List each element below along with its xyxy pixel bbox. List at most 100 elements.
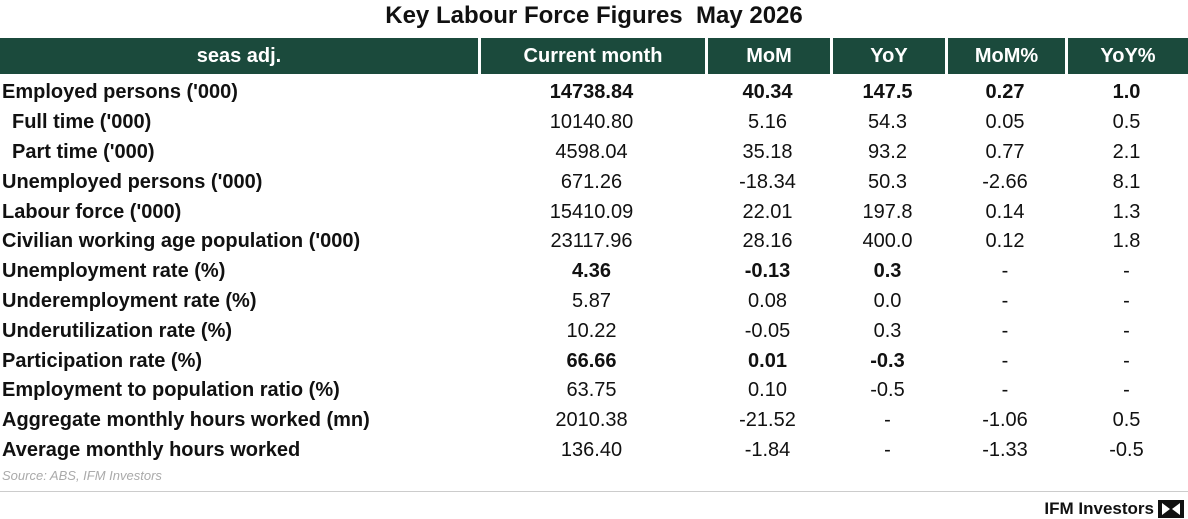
cell: 54.3 bbox=[868, 111, 907, 134]
cell: - bbox=[884, 438, 891, 461]
cell: 0.27 bbox=[985, 81, 1025, 104]
table-row: Unemployment rate (%) 4.36 -0.13 0.3 - - bbox=[0, 257, 1188, 287]
row-label: Full time ('000) bbox=[12, 111, 152, 134]
cell: 4598.04 bbox=[555, 140, 628, 163]
cell: 63.75 bbox=[566, 379, 617, 402]
row-label: Labour force ('000) bbox=[2, 200, 182, 223]
divider bbox=[0, 491, 1188, 492]
cell: -0.3 bbox=[870, 349, 905, 372]
table-row: Participation rate (%) 66.66 0.01 -0.3 - - bbox=[0, 346, 1188, 376]
cell: 136.40 bbox=[560, 438, 623, 461]
cell: -0.13 bbox=[744, 260, 791, 283]
cell: - bbox=[1001, 349, 1009, 372]
cell: 4.36 bbox=[572, 260, 611, 283]
cell: 0.3 bbox=[873, 260, 902, 283]
cell: -0.5 bbox=[870, 379, 905, 402]
cell: - bbox=[1001, 379, 1009, 402]
cell: -1.06 bbox=[982, 409, 1028, 432]
cell: 0.14 bbox=[985, 200, 1025, 223]
row-label: Underutilization rate (%) bbox=[2, 319, 233, 342]
cell: 23117.96 bbox=[550, 230, 633, 253]
cell: 10140.80 bbox=[549, 111, 634, 134]
cell: 0.0 bbox=[873, 289, 902, 312]
cell: -0.5 bbox=[1109, 438, 1144, 461]
cell: -1.84 bbox=[744, 438, 791, 461]
row-label: Participation rate (%) bbox=[2, 349, 203, 372]
cell: - bbox=[1001, 319, 1009, 342]
table-row: Average monthly hours worked 136.40 -1.84 -… bbox=[0, 436, 1188, 466]
cell: - bbox=[1001, 260, 1009, 283]
cell: - bbox=[1001, 289, 1009, 312]
table-row: Underutilization rate (%) 10.22 -0.05 0.3 - - bbox=[0, 316, 1188, 346]
row-label: Part time ('000) bbox=[12, 140, 155, 163]
table-body: Employed persons ('000) 14738.84 40.34 147.… bbox=[0, 74, 1188, 465]
cell: 0.05 bbox=[985, 111, 1025, 134]
cell: 147.5 bbox=[862, 81, 913, 104]
cell: 50.3 bbox=[868, 170, 907, 193]
cell: 2.1 bbox=[1112, 140, 1141, 163]
cell: - bbox=[1123, 319, 1130, 342]
row-label: Underemployment rate (%) bbox=[2, 289, 257, 312]
cell: 5.87 bbox=[572, 289, 611, 312]
cell: 14738.84 bbox=[549, 81, 634, 104]
cell: -1.33 bbox=[982, 438, 1028, 461]
cell: 8.1 bbox=[1112, 170, 1141, 193]
row-label: Average monthly hours worked bbox=[2, 438, 301, 461]
row-label: Employed persons ('000) bbox=[2, 81, 238, 104]
header-cell: YoY bbox=[830, 38, 945, 74]
row-label: Unemployed persons ('000) bbox=[2, 170, 263, 193]
cell: 671.26 bbox=[560, 170, 623, 193]
table-row: Labour force ('000) 15410.09 22.01 197.8 0.1… bbox=[0, 197, 1188, 227]
figures-table: seas adj. Current month MoM YoY MoM% YoY% Emp… bbox=[0, 38, 1188, 465]
logo bbox=[1158, 500, 1184, 518]
cell: 2010.38 bbox=[555, 409, 628, 432]
cell: 0.10 bbox=[748, 379, 787, 402]
cell: 40.34 bbox=[742, 81, 793, 104]
row-label: Civilian working age population ('000) bbox=[2, 230, 361, 253]
cell: -2.66 bbox=[982, 170, 1028, 193]
cell: 28.16 bbox=[742, 230, 793, 253]
cell: - bbox=[1123, 260, 1130, 283]
header-cell: YoY% bbox=[1065, 38, 1188, 74]
cell: - bbox=[1123, 289, 1130, 312]
cell: - bbox=[1123, 349, 1130, 372]
cell: 1.0 bbox=[1112, 81, 1141, 104]
cell: 197.8 bbox=[862, 200, 913, 223]
table-row: Full time ('000) 10140.80 5.16 54.3 0.05 0.5 bbox=[0, 108, 1188, 138]
cell: 0.12 bbox=[985, 230, 1025, 253]
table-row: Civilian working age population ('000) 23… bbox=[0, 227, 1188, 257]
header-cell: MoM bbox=[705, 38, 830, 74]
footer-brand: IFM Investors bbox=[1044, 499, 1154, 518]
cell: 1.8 bbox=[1112, 230, 1141, 253]
header-cell: MoM% bbox=[945, 38, 1065, 74]
cell: 0.5 bbox=[1112, 409, 1141, 432]
header-cell: seas adj. bbox=[0, 38, 478, 74]
cell: -0.05 bbox=[744, 319, 791, 342]
table-row: Employed persons ('000) 14738.84 40.34 147.… bbox=[0, 74, 1188, 108]
cell: 5.16 bbox=[748, 111, 787, 134]
cell: -18.34 bbox=[739, 170, 796, 193]
cell: 0.3 bbox=[873, 319, 902, 342]
cell: 0.5 bbox=[1112, 111, 1141, 134]
table-row: Employment to population ratio (%) 63.75 0… bbox=[0, 376, 1188, 406]
table-row: Part time ('000) 4598.04 35.18 93.2 0.77 2.1 bbox=[0, 138, 1188, 168]
cell: 0.08 bbox=[748, 289, 787, 312]
cell: - bbox=[884, 409, 891, 432]
cell: 22.01 bbox=[742, 200, 793, 223]
cell: 35.18 bbox=[742, 140, 793, 163]
cell: 66.66 bbox=[566, 349, 617, 372]
cell: -21.52 bbox=[739, 409, 796, 432]
cell: 93.2 bbox=[868, 140, 907, 163]
header-cell: Current month bbox=[478, 38, 705, 74]
row-label: Employment to population ratio (%) bbox=[2, 379, 340, 402]
table-row: Aggregate monthly hours worked (mn) 2010.… bbox=[0, 406, 1188, 436]
table-row: Unemployed persons ('000) 671.26 -18.34 50.… bbox=[0, 167, 1188, 197]
cell: 1.3 bbox=[1112, 200, 1141, 223]
row-label: Unemployment rate (%) bbox=[2, 260, 226, 283]
cell: 400.0 bbox=[862, 230, 913, 253]
cell: 0.01 bbox=[748, 349, 787, 372]
table-row: Underemployment rate (%) 5.87 0.08 0.0 - - bbox=[0, 287, 1188, 317]
row-label: Aggregate monthly hours worked (mn) bbox=[2, 409, 370, 432]
cell: 15410.09 bbox=[549, 200, 634, 223]
